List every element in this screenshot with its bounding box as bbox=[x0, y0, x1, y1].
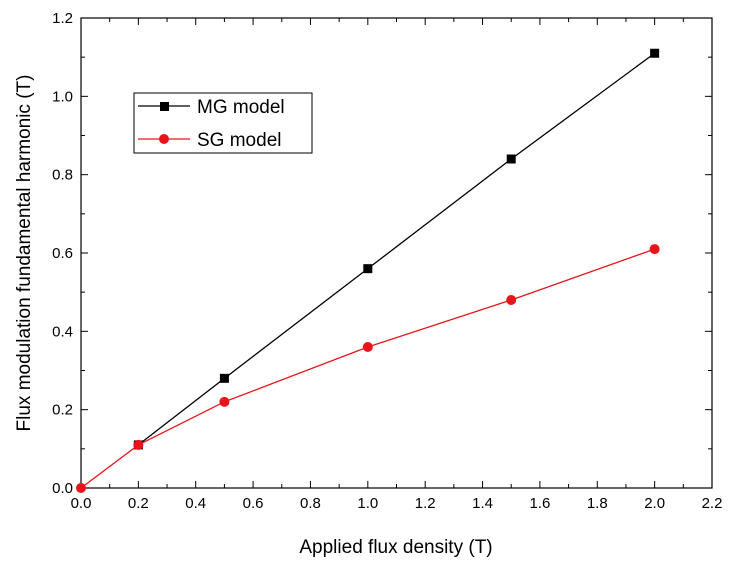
series-line bbox=[80, 248, 655, 489]
data-point bbox=[76, 483, 86, 493]
data-point bbox=[649, 244, 660, 255]
x-tick-label: 1.4 bbox=[472, 495, 493, 512]
series-layer bbox=[76, 48, 660, 493]
legend-label-sg: SG model bbox=[197, 130, 281, 151]
x-tick-label: 2.0 bbox=[644, 495, 665, 512]
series-sg-model bbox=[76, 244, 660, 493]
y-tick-label: 0.8 bbox=[52, 167, 73, 184]
y-tick-label: 1.0 bbox=[52, 88, 73, 105]
data-point bbox=[363, 264, 373, 274]
x-tick-label: 0.0 bbox=[71, 495, 92, 512]
x-tick-label: 0.6 bbox=[243, 495, 264, 512]
legend-label-mg: MG model bbox=[197, 97, 285, 118]
y-tick-label: 0.6 bbox=[52, 245, 73, 262]
y-axis-title: Flux modulation fundamental harmonic (T) bbox=[14, 75, 35, 432]
x-tick-label: 1.8 bbox=[587, 495, 608, 512]
legend: MG model SG model bbox=[133, 92, 313, 154]
data-point bbox=[650, 48, 660, 58]
x-tick-label: 0.4 bbox=[185, 495, 206, 512]
x-tick-label: 2.2 bbox=[702, 495, 723, 512]
x-tick-label: 0.8 bbox=[300, 495, 321, 512]
data-point bbox=[362, 342, 373, 352]
legend-marker-sg bbox=[159, 134, 169, 144]
legend-marker-mg bbox=[160, 102, 169, 111]
x-axis-title: Applied flux density (T) bbox=[299, 537, 492, 558]
data-point bbox=[133, 439, 144, 450]
x-tick-label: 1.0 bbox=[357, 495, 378, 512]
y-tick-label: 1.2 bbox=[52, 10, 73, 27]
x-tick-label: 0.2 bbox=[128, 495, 149, 512]
data-point bbox=[506, 154, 516, 164]
y-tick-label: 0.0 bbox=[52, 480, 73, 497]
x-tick-label: 1.2 bbox=[415, 495, 436, 512]
y-tick-label: 0.4 bbox=[52, 323, 73, 340]
x-tick-label: 1.6 bbox=[529, 495, 550, 512]
axes: 0.0 0.2 0.4 0.6 0.8 1.0 1.2 1.4 1.6 1.8 2.0 2.2 0.0 0… bbox=[52, 10, 722, 512]
data-point bbox=[506, 295, 517, 305]
plot-frame bbox=[80, 17, 713, 489]
y-tick-label: 0.2 bbox=[52, 402, 73, 419]
data-point bbox=[219, 396, 230, 407]
data-point bbox=[219, 373, 229, 383]
